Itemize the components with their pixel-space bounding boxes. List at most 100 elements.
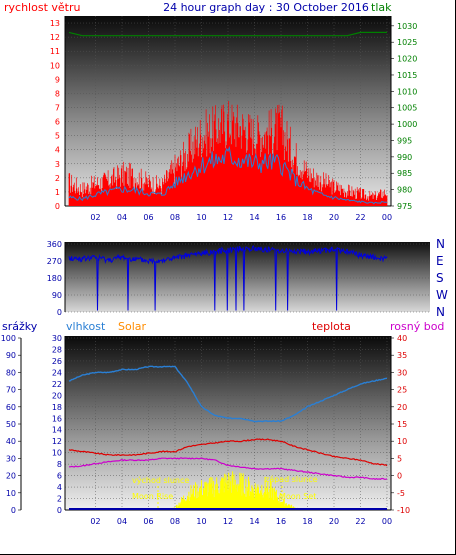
humidity-series: [68, 365, 388, 510]
wind-tick-label: 4: [55, 146, 60, 155]
moonrise-label: Moon Rise: [132, 492, 173, 501]
rain-tick-label: 50: [6, 420, 16, 429]
humidity-tick-label: 10: [52, 449, 62, 458]
temperature-tick-label: 40: [397, 334, 407, 343]
wind-gust-bars: [68, 101, 388, 206]
humidity-tick-label: 28: [52, 345, 62, 354]
temperature-tick-label: 0: [397, 472, 402, 481]
wind-tick-label: 13: [50, 19, 60, 28]
pressure-tick-label: 980: [397, 186, 412, 195]
compass-label: S: [436, 271, 444, 285]
humidity-tick-label: 16: [52, 414, 62, 423]
compass-label: E: [436, 254, 444, 268]
time-tick-label: 10: [196, 213, 206, 222]
rain-tick-label: 90: [6, 351, 16, 360]
humidity-tick-label: 24: [52, 368, 62, 377]
time-tick-label: 02: [90, 517, 100, 526]
rain-tick-label: 80: [6, 368, 16, 377]
wind-tick-label: 2: [55, 174, 60, 183]
rain-axis: 0 10 20 30 40 50 60 70 80 90 100: [1, 334, 22, 515]
time-tick-label: 20: [329, 213, 339, 222]
direction-grid: [65, 243, 430, 313]
wind-tick-label: 7: [55, 103, 60, 112]
wind-tick-label: 6: [55, 118, 60, 127]
time-tick-label: 12: [223, 517, 233, 526]
pressure-tick-label: 975: [397, 202, 412, 211]
humidity-tick-label: 2: [57, 495, 62, 504]
temperature-tick-label: 35: [397, 351, 407, 360]
rain-tick-label: 20: [6, 472, 16, 481]
direction-tick-label: 180: [47, 274, 62, 283]
time-tick-label: 04: [117, 213, 127, 222]
rain-label: srážky: [2, 320, 38, 333]
rain-tick-label: 70: [6, 386, 16, 395]
rain-tick-label: 60: [6, 403, 16, 412]
humidity-tick-label: 20: [52, 391, 62, 400]
pressure-tick-label: 995: [397, 136, 412, 145]
temperature-tick-label: 15: [397, 420, 407, 429]
time-tick-label: 08: [170, 517, 180, 526]
pressure-tick-label: 1010: [397, 87, 417, 96]
wind-average-line: [68, 145, 387, 205]
time-tick-label: 22: [355, 213, 365, 222]
humidity-tick-label: 6: [57, 472, 62, 481]
humidity-time-axis: 02 04 06 08 10 12 14 16 18 20 22 00: [65, 509, 392, 526]
rain-tick-label: 0: [11, 506, 16, 515]
pressure-axis: 975 980 985 990 995 1000 1005 1010 1015 1020 1025 1…: [390, 16, 417, 211]
compass-label: W: [436, 288, 448, 302]
humidity-tick-label: 4: [57, 483, 62, 492]
humidity-tick-label: 18: [52, 403, 62, 412]
temperature-tick-label: 10: [397, 437, 407, 446]
humidity-tick-label: 30: [52, 334, 62, 343]
sunset-label: západ slunce: [265, 475, 318, 484]
wind-time-axis: 02 04 06 08 10 12 14 16 18 20 22 00: [65, 205, 392, 222]
humidity-tick-label: 8: [57, 460, 62, 469]
wind-tick-label: 11: [50, 47, 60, 56]
wind-tick-label: 9: [55, 75, 60, 84]
wind-tick-label: 5: [55, 132, 60, 141]
direction-tick-label: 90: [52, 291, 62, 300]
sun-moon-annotations: východ slunce západ slunce Moon Rise Moon S…: [132, 475, 318, 510]
time-tick-label: 12: [223, 213, 233, 222]
time-tick-label: 18: [302, 213, 312, 222]
time-tick-label: 18: [302, 517, 312, 526]
time-tick-label: 06: [143, 517, 153, 526]
pressure-tick-label: 985: [397, 169, 412, 178]
humidity-tick-label: 14: [52, 426, 62, 435]
time-tick-label: 14: [249, 517, 259, 526]
rain-tick-label: 100: [1, 334, 16, 343]
direction-tick-label: 270: [47, 257, 62, 266]
dewpoint-line: [69, 457, 388, 480]
direction-line: [68, 245, 388, 311]
wind-tick-label: 10: [50, 61, 60, 70]
pressure-label: tlak: [371, 1, 392, 14]
wind-tick-label: 1: [55, 188, 60, 197]
temperature-tick-label: 25: [397, 386, 407, 395]
time-tick-label: 20: [329, 517, 339, 526]
wind-tick-label: 3: [55, 160, 60, 169]
pressure-tick-label: 1030: [397, 22, 417, 31]
rain-tick-label: 30: [6, 454, 16, 463]
dewpoint-label: rosný bod: [390, 320, 444, 333]
time-tick-label: 00: [382, 213, 392, 222]
pressure-tick-label: 1005: [397, 104, 417, 113]
temperature-tick-label: -10: [397, 506, 410, 515]
pressure-tick-label: 1000: [397, 120, 417, 129]
direction-tick-label: 0: [57, 308, 62, 317]
humidity-label: vlhkost: [66, 320, 106, 333]
time-tick-label: 14: [249, 213, 259, 222]
time-tick-label: 22: [355, 517, 365, 526]
chart-title: 24 hour graph day : 30 October 2016: [163, 1, 369, 14]
wind-tick-label: 8: [55, 89, 60, 98]
humidity-tick-label: 12: [52, 437, 62, 446]
wind-series: [68, 31, 388, 206]
pressure-tick-label: 990: [397, 153, 412, 162]
time-tick-label: 08: [170, 213, 180, 222]
temperature-tick-label: 30: [397, 368, 407, 377]
compass-label: N: [436, 305, 445, 319]
time-tick-label: 10: [196, 517, 206, 526]
wind-tick-label: 0: [55, 202, 60, 211]
